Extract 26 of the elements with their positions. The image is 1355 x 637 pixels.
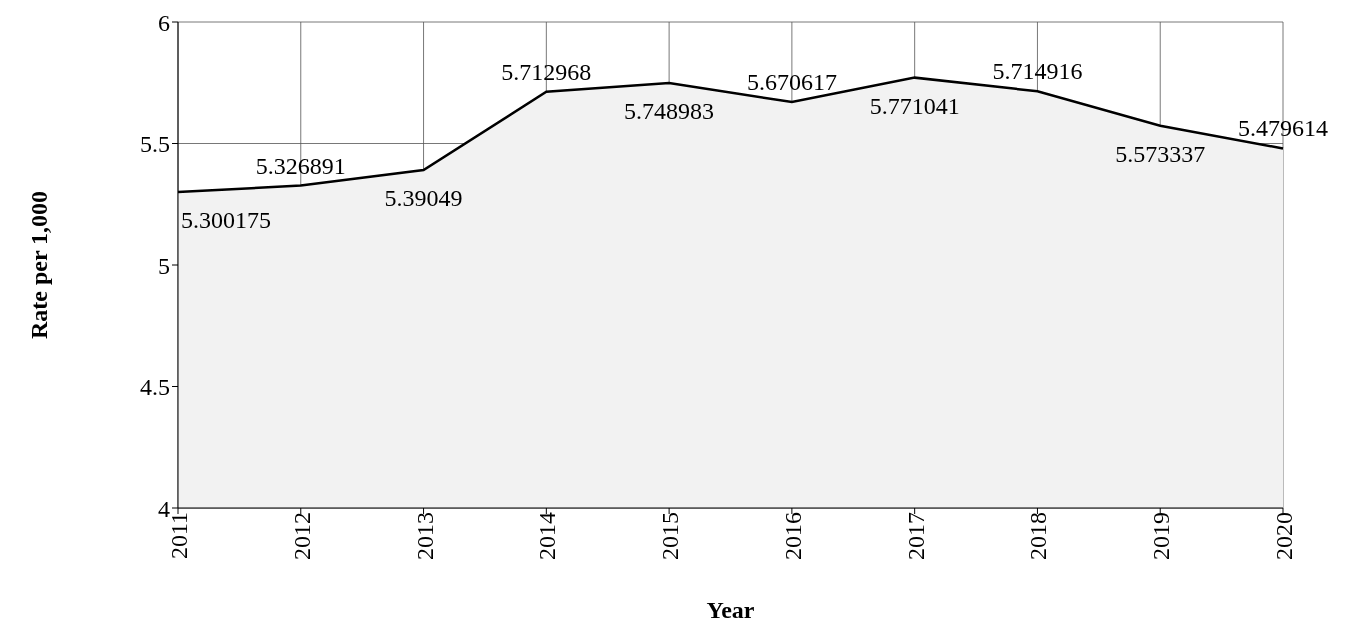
x-tick-label: 2017 [902, 512, 929, 560]
data-label: 5.479614 [1238, 115, 1328, 142]
y-tick-label: 4 [158, 495, 170, 522]
data-label: 5.748983 [624, 98, 715, 124]
data-label: 5.573337 [1115, 140, 1206, 167]
data-label: 5.712968 [501, 58, 592, 85]
data-label: 5.326891 [255, 152, 346, 179]
y-tick-label: 6 [158, 9, 170, 36]
x-tick-label: 2019 [1148, 512, 1175, 560]
x-tick-label: 2015 [657, 512, 684, 560]
y-tick-label: 5 [158, 252, 170, 279]
x-tick-label: 2018 [1025, 512, 1052, 560]
x-tick-label: 2013 [411, 512, 438, 560]
x-tick-label: 2012 [288, 512, 315, 560]
x-tick-label: 2014 [534, 512, 561, 560]
x-axis-title: Year [706, 597, 755, 623]
data-label: 5.714916 [992, 58, 1083, 85]
data-label: 5.300175 [181, 207, 271, 234]
data-label: 5.670617 [746, 69, 837, 96]
x-tick-label: 2020 [1271, 512, 1298, 560]
x-tick-label: 2016 [779, 512, 806, 560]
y-axis-title: Rate per 1,000 [25, 190, 52, 340]
data-label: 5.771041 [869, 92, 960, 119]
y-tick-label: 5.5 [140, 131, 170, 158]
data-label: 5.39049 [384, 185, 463, 212]
y-tick-label: 4.5 [140, 374, 170, 401]
